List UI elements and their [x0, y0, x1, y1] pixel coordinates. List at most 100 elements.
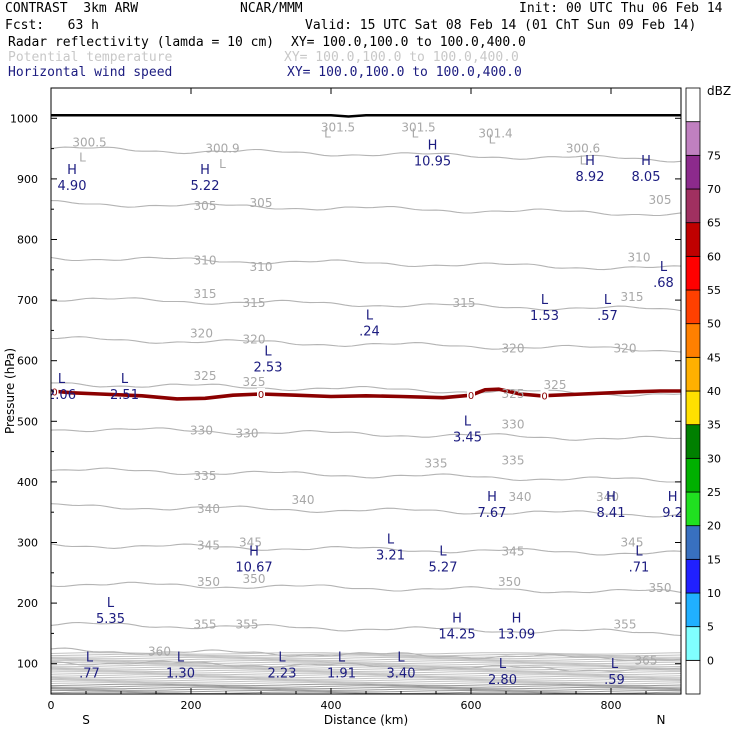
- theta-contour-330: [51, 427, 681, 441]
- wind-extremum-marker: L: [387, 533, 395, 548]
- freezing-level-line: [51, 387, 681, 401]
- colorbar-swatch: [685, 323, 701, 358]
- wind-extremum-marker: L: [464, 414, 472, 429]
- theta-line-upper: [51, 652, 681, 655]
- wind-extremum-value: 2.80: [488, 673, 517, 688]
- theta-line-upper: [51, 675, 681, 679]
- wind-extremum-value: 2.06: [47, 388, 76, 403]
- wind-extremum-value: .59: [604, 673, 625, 688]
- theta-contour-label: 330: [190, 423, 213, 437]
- colorbar-tick-label: 25: [707, 486, 721, 499]
- colorbar-tick-label: 70: [707, 183, 721, 196]
- theta-contour-label: 310: [628, 251, 651, 265]
- wind-extremum-value: 7.67: [478, 506, 507, 521]
- theta-contour-label: 335: [425, 457, 448, 471]
- wind-extremum-marker: L: [439, 545, 447, 560]
- wind-extremum-value: 8.92: [576, 170, 605, 185]
- wind-extremum-marker: L: [366, 308, 374, 323]
- theta-contour-label: 355: [236, 617, 259, 631]
- wind-extremum-value: 2.23: [268, 667, 297, 682]
- colorbar-tick-label: 50: [707, 318, 721, 331]
- theta-contour-345: [51, 543, 681, 556]
- theta-contour-label: 320: [243, 332, 266, 346]
- wind-extremum-marker: L: [58, 372, 66, 387]
- wind-extremum-marker: L: [541, 293, 549, 308]
- theta-contour-label: 365: [635, 654, 658, 668]
- wind-extremum-marker: H: [668, 490, 678, 505]
- theta-extremum-marker: L: [79, 151, 86, 165]
- theta-line-upper: [51, 674, 681, 677]
- colorbar-swatch: [685, 222, 701, 257]
- wind-extremum-marker: H: [249, 545, 259, 560]
- freezing-label-box: [467, 389, 475, 401]
- wind-extremum-value: 5.35: [96, 612, 125, 627]
- x-tick-label: 800: [601, 699, 622, 712]
- wind-extremum-value: 13.09: [498, 627, 535, 642]
- theta-contour-label: 330: [502, 417, 525, 431]
- freezing-level-label: 0: [468, 391, 474, 402]
- wind-extremum-value: 3.21: [376, 549, 405, 564]
- wind-extremum-marker: H: [452, 611, 462, 626]
- wind-extremum-marker: L: [264, 345, 272, 360]
- theta-contour-label: 301.5: [401, 120, 435, 134]
- wind-extremum-marker: H: [641, 154, 651, 169]
- wind-extremum-value: 5.27: [429, 561, 458, 576]
- field-name-reflectivity: Radar reflectivity (lamda = 10 cm): [8, 35, 275, 50]
- ground-line: [51, 114, 681, 118]
- theta-contour-label: 300.5: [72, 136, 106, 150]
- y-tick-label: 200: [17, 597, 38, 610]
- organization: NCAR/MMM: [240, 1, 303, 16]
- theta-line-upper: [51, 658, 681, 661]
- theta-contour-label: 300.6: [566, 142, 600, 156]
- theta-contour-300: [51, 146, 681, 163]
- colorbar-tick-label: 60: [707, 250, 721, 263]
- wind-extremum-marker: L: [107, 596, 115, 611]
- wind-extremum-value: 5.22: [191, 179, 220, 194]
- theta-contour-label: 310: [194, 254, 217, 268]
- theta-contour-350: [51, 581, 681, 594]
- theta-contour-label: 340: [596, 490, 619, 504]
- theta-line-upper: [51, 655, 681, 658]
- theta-contour-label: 340: [509, 490, 532, 504]
- wind-extremum-value: 2.51: [110, 388, 139, 403]
- theta-contour-315: [51, 297, 681, 312]
- freezing-label-box: [540, 389, 549, 401]
- colorbar-swatch: [685, 558, 701, 594]
- wind-extremum-marker: H: [67, 163, 77, 178]
- wind-extremum-value: 1.30: [166, 667, 195, 682]
- y-tick-label: 900: [17, 173, 38, 186]
- colorbar-swatch: [685, 457, 701, 493]
- wind-extremum-marker: H: [200, 163, 210, 178]
- theta-contour-label: 315: [621, 290, 644, 304]
- theta-contour-355: [51, 621, 681, 637]
- wind-extremum-value: 3.45: [453, 430, 482, 445]
- colorbar-tick-label: 65: [707, 217, 721, 230]
- wind-extremum-marker: L: [635, 545, 643, 560]
- colorbar-swatch: [685, 424, 701, 459]
- theta-extremum-marker: L: [489, 133, 496, 147]
- theta-contour-335: [51, 467, 681, 483]
- colorbar-tick-label: 55: [707, 284, 721, 297]
- theta-contour-label: 325: [194, 369, 217, 383]
- theta-contour-320: [51, 336, 681, 353]
- theta-contour-label: 335: [502, 454, 525, 468]
- colorbar-swatch: [685, 289, 701, 325]
- theta-contour-label: 345: [239, 536, 262, 550]
- colorbar-swatch: [685, 592, 701, 628]
- freezing-label-box: [257, 388, 265, 400]
- theta-contour-label: 325: [544, 378, 567, 392]
- theta-contour-340: [51, 503, 681, 518]
- theta-line-upper: [51, 672, 681, 676]
- freezing-level-label: 0: [541, 392, 547, 403]
- field-name-theta: Potential temperature: [8, 50, 173, 65]
- colorbar-tick-label: 5: [707, 621, 714, 634]
- theta-contour-label: 310: [250, 260, 273, 274]
- theta-contour-label: 355: [614, 617, 637, 631]
- wind-extremum-value: .77: [79, 667, 100, 682]
- model-name: CONTRAST 3km ARW: [5, 1, 139, 16]
- y-tick-label: 800: [17, 234, 38, 247]
- y-tick-label: 1000: [10, 112, 38, 125]
- theta-contour-label: 320: [614, 342, 637, 356]
- theta-contour-label: 320: [190, 326, 213, 340]
- colorbar-swatch: [685, 659, 701, 695]
